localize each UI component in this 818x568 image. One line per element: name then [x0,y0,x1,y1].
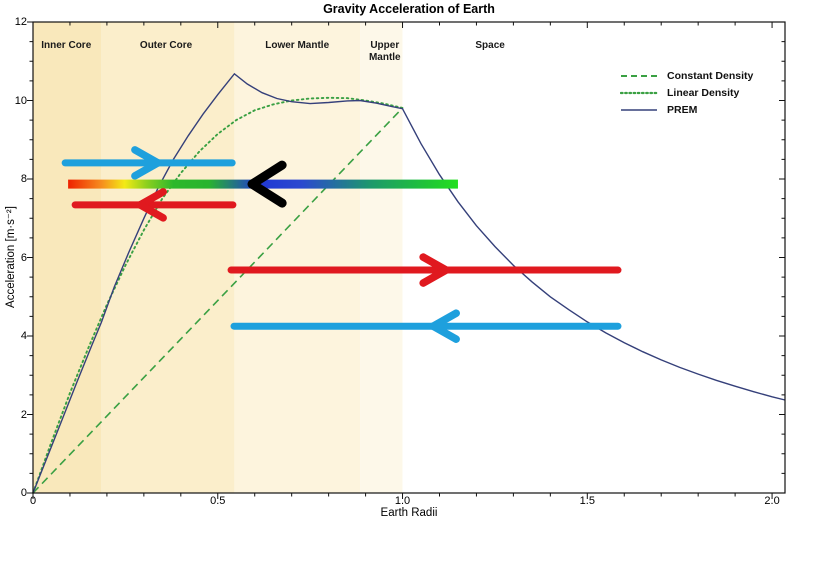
rainbow-gradient-bar [68,179,458,189]
legend-label: Linear Density [667,86,740,99]
y-tick-label: 6 [20,251,27,264]
legend-swatch-dotted [620,91,658,94]
curve-prem [32,72,786,494]
black-arrowhead-left [247,160,287,208]
red-arrow-mid-right [227,253,622,287]
legend-item-linear-density: Linear Density [620,84,753,101]
legend-item-constant-density: Constant Density [620,67,753,84]
x-tick-label: 1.0 [394,495,411,507]
blue-arrow-top-right [61,146,236,180]
region-label-lower-mantle: Lower Mantle [265,40,330,51]
region-band-lower-mantle [234,22,361,493]
region-label-space: Space [475,40,505,51]
legend-item-prem: PREM [620,101,753,118]
x-tick-label: 1.5 [579,495,595,507]
x-tick-label: 0 [29,495,37,507]
legend-label: Constant Density [667,69,754,82]
y-tick-label: 12 [14,16,27,28]
y-tick-label: 10 [14,94,27,107]
legend: Constant Density Linear Density PREM [620,67,753,118]
curve-linear-density [32,96,404,494]
blue-arrow-low-left [230,309,622,343]
y-tick-label: 0 [20,487,27,499]
y-tick-label: 8 [20,173,27,185]
curve-constant-density [32,107,404,494]
y-tick-label: 2 [20,408,27,421]
x-axis-title: Earth Radii [380,507,438,519]
region-band-outer-core [101,22,235,493]
region-band-space [402,22,785,493]
x-tick-label: 0.5 [210,495,226,507]
legend-label: PREM [667,103,698,116]
legend-swatch-dashed [621,74,657,77]
region-band-inner-core [33,22,102,493]
y-tick-label: 4 [20,330,27,342]
x-tick-label: 2.0 [764,495,780,507]
region-label-upper-mantle: Upper Mantle [368,40,401,63]
axis-ticks [27,21,785,499]
chart-title: Gravity Acceleration of Earth [323,2,495,16]
region-label-outer-core: Outer Core [139,40,193,51]
region-band-upper-mantle [360,22,403,493]
region-label-inner-core: Inner Core [41,40,92,51]
red-arrow-top-left [71,188,237,222]
legend-swatch-solid [621,108,657,111]
y-axis-title: Acceleration [m·s⁻²] [5,206,17,308]
